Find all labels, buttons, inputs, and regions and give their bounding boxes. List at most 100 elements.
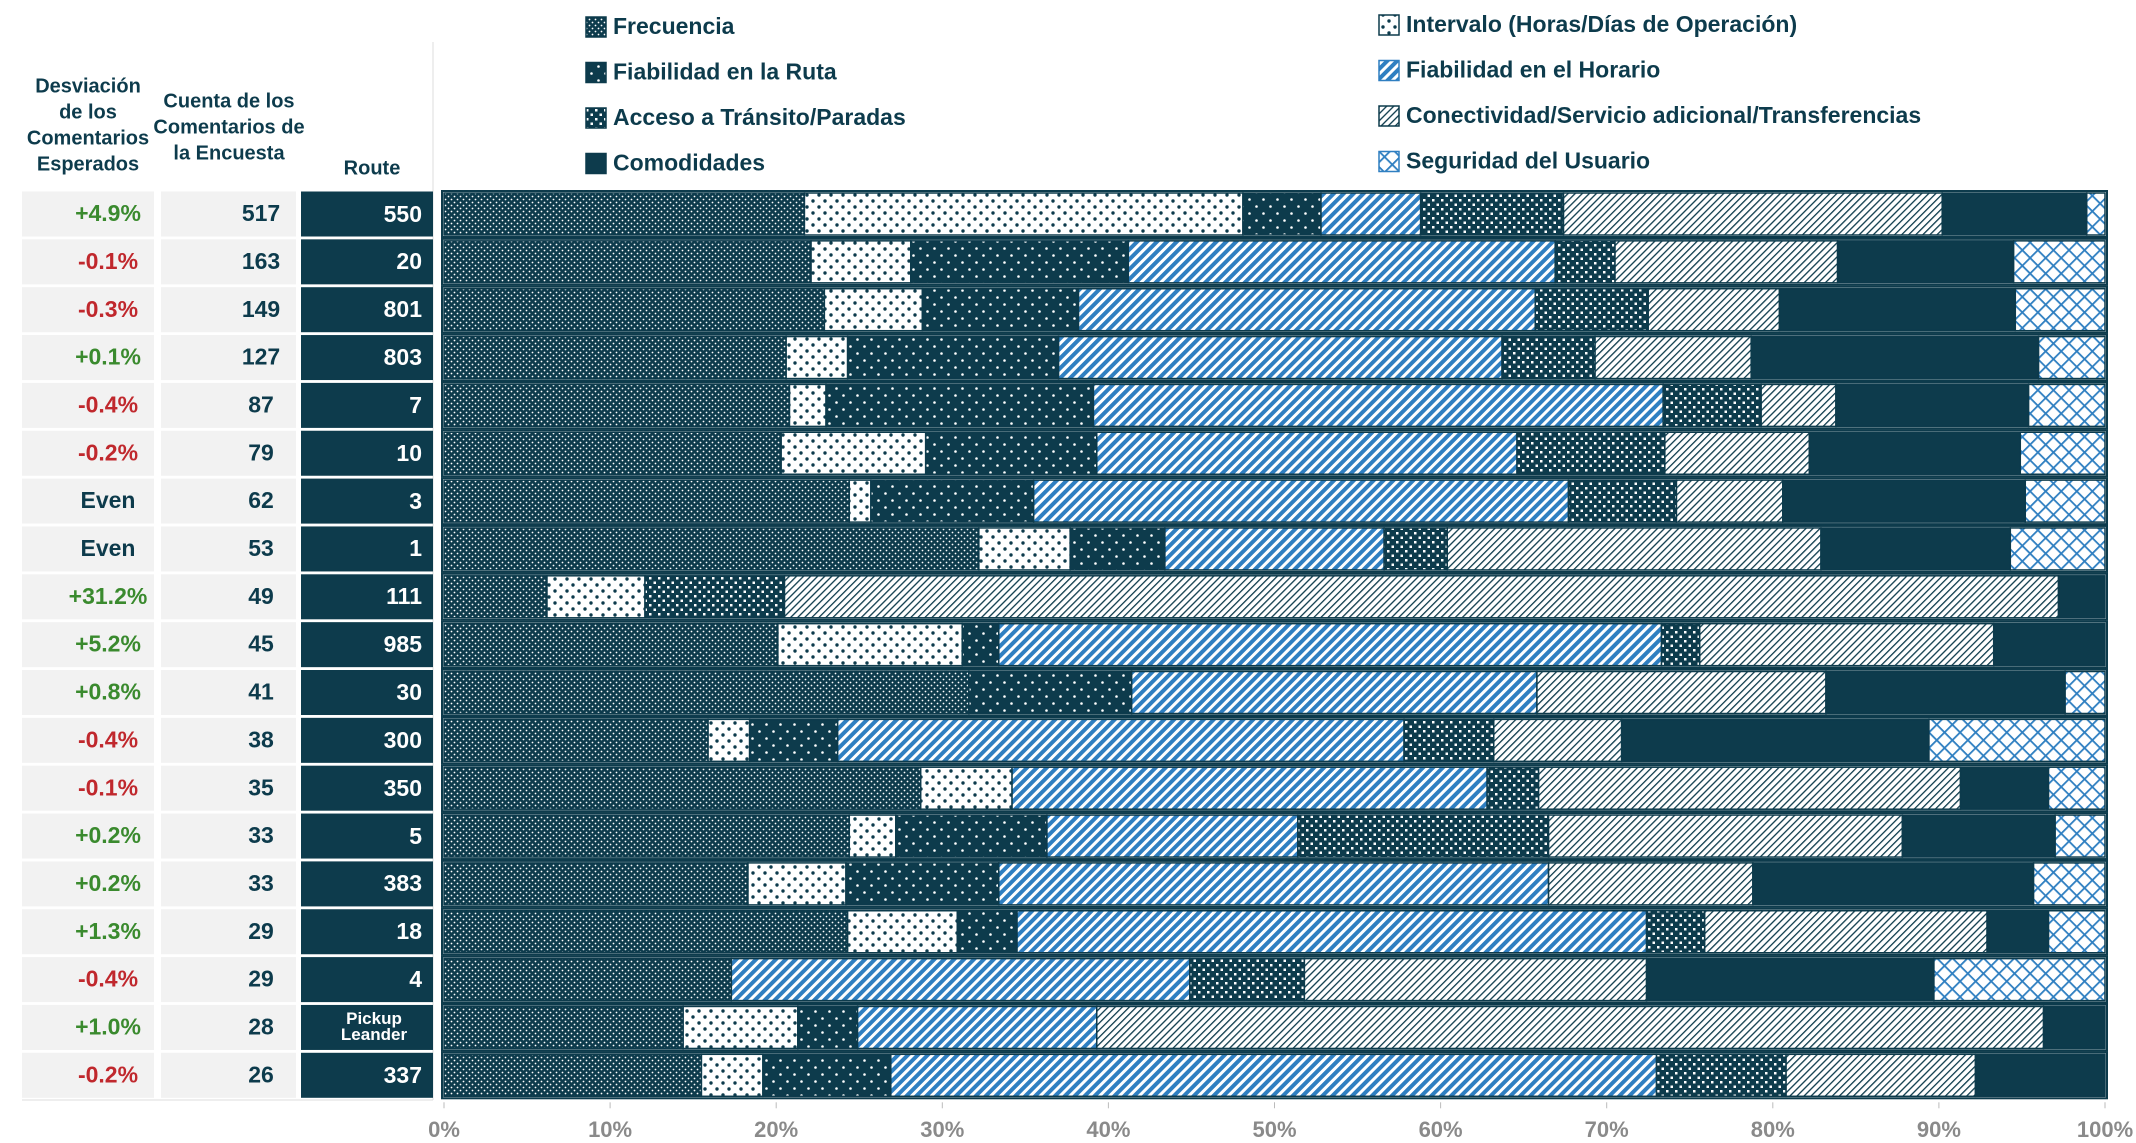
bar-segment [1835, 383, 2030, 428]
deviation-value: +1.3% [75, 918, 141, 944]
route-label-box: 337 [384, 1063, 422, 1086]
column-header: Comentarios de [153, 116, 304, 138]
route-cell [301, 813, 433, 859]
bar-frame [441, 237, 2108, 286]
survey-count: 33 [248, 870, 274, 896]
bar-segment [2009, 527, 2106, 571]
deviation-value: -0.2% [78, 1061, 138, 1087]
route-label-box: 1 [409, 537, 422, 560]
route-cell [301, 765, 433, 811]
bar-segment [1664, 431, 1811, 475]
legend-swatch [1378, 105, 1400, 127]
bar-segment [1974, 1053, 2106, 1098]
table-cell [22, 335, 154, 381]
bar-segment [1092, 383, 1664, 428]
legend-label: Conectividad/Servicio adicional/Transfer… [1406, 102, 1921, 128]
bar-segment [1096, 431, 1518, 475]
bar-segment [1493, 718, 1623, 763]
bar-segment [443, 431, 782, 475]
route-label-box: 20 [396, 250, 422, 273]
bar-segment [1320, 192, 1422, 236]
column-header: Esperados [37, 153, 139, 175]
bar-frame [441, 524, 2108, 573]
x-tick-label: 90% [1917, 1117, 1961, 1142]
route-label-box: 985 [384, 633, 422, 656]
deviation-value: +1.0% [75, 1014, 141, 1040]
route-cell [301, 382, 433, 428]
bar-segment [2037, 335, 2106, 380]
bar-segment [777, 622, 963, 667]
legend-label: Intervalo (Horas/Días de Operación) [1406, 11, 1797, 37]
route-label-box: 3 [409, 489, 422, 512]
bar-segment [748, 718, 839, 763]
route-cell [301, 526, 433, 572]
bar-segment [700, 1053, 764, 1098]
bar-segment [803, 192, 1244, 236]
table-cell [22, 957, 154, 1003]
legend-swatch [585, 152, 607, 175]
route-label: 7 [409, 391, 422, 418]
bar-segment [846, 910, 958, 954]
bar-segment [1077, 287, 1537, 332]
bar-segment [1096, 1005, 2045, 1050]
route-label-box: 300 [383, 726, 422, 753]
route-label-box: 350 [384, 776, 422, 799]
table-cell [22, 287, 154, 333]
table-cell [22, 909, 154, 955]
survey-count: 517 [242, 200, 280, 226]
route-label: 5 [409, 822, 422, 849]
bar-segment [707, 718, 751, 763]
bar-segment [810, 240, 912, 284]
bar-segment [443, 479, 851, 523]
route-label-box: 111 [386, 585, 422, 608]
bar-segment [968, 670, 1133, 715]
table-cell [161, 861, 296, 907]
legend-label: Acceso a Tránsito/Paradas [613, 104, 906, 130]
bar-segment [1662, 383, 1762, 428]
legend-label: Fiabilidad en la Ruta [613, 59, 837, 85]
column-header: Cuenta de los [163, 90, 294, 112]
bar-segment [644, 575, 786, 619]
deviation-value: -0.2% [78, 439, 138, 465]
bar-segment [1011, 766, 1488, 810]
route-label: 30 [396, 679, 422, 705]
survey-count: 62 [248, 487, 274, 513]
deviation-value: -0.3% [78, 296, 138, 322]
table-cell [22, 526, 154, 572]
bar-segment [2047, 910, 2106, 954]
bar-segment [1297, 814, 1550, 858]
route-label: 300 [383, 726, 422, 753]
bar-segment [1562, 192, 1943, 236]
deviation-value: -0.4% [78, 726, 138, 752]
bar-segment [856, 1005, 1098, 1050]
bar-segment [682, 1005, 799, 1050]
bar-segment [1620, 718, 1930, 763]
table-cell [161, 478, 296, 524]
bar-segment [1647, 287, 1781, 332]
table-cell [22, 1004, 154, 1050]
table-cell [161, 717, 296, 763]
bar-segment [1383, 527, 1448, 571]
route-label-box: 7 [409, 391, 422, 418]
bar-segment [921, 287, 1080, 332]
column-header: Comentarios [27, 127, 149, 149]
bar-segment [978, 527, 1071, 571]
column-header: de los [59, 101, 117, 123]
bar-segment [762, 1053, 892, 1098]
bar-frame [441, 333, 2108, 382]
bar-segment [2047, 766, 2106, 810]
bar-frame [441, 285, 2108, 334]
deviation-value: -0.4% [78, 966, 138, 992]
legend-swatch [585, 16, 607, 38]
route-label: 4 [409, 966, 422, 993]
route-cell [301, 574, 433, 620]
route-label-box: 5 [409, 822, 422, 849]
legend-label: Fiabilidad en el Horario [1406, 57, 1660, 83]
bar-segment [443, 383, 791, 428]
x-tick-label: 0% [428, 1117, 460, 1142]
route-cell [301, 957, 433, 1003]
bar-segment [2057, 575, 2106, 619]
bar-frame [441, 764, 2108, 813]
bar-segment [1703, 910, 1988, 954]
bar-segment [1820, 527, 2012, 571]
